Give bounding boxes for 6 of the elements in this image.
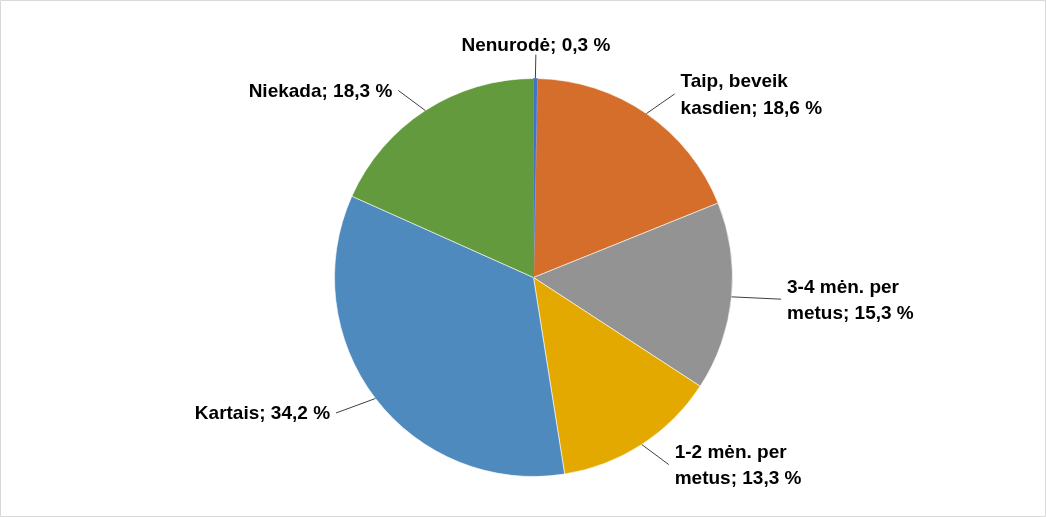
slice-label: 3-4 mėn. per metus; 15,3 %: [787, 275, 914, 323]
slice-label: Kartais; 34,2 %: [194, 402, 331, 424]
slice-label: Niekada; 18,3 %: [248, 79, 393, 101]
slice-label: Taip, beveik kasdien; 18,6 %: [680, 70, 823, 118]
slice-label: Nenurodė; 0,3 %: [461, 33, 611, 55]
slice-label: 1-2 mėn. per metus; 13,3 %: [674, 440, 802, 489]
